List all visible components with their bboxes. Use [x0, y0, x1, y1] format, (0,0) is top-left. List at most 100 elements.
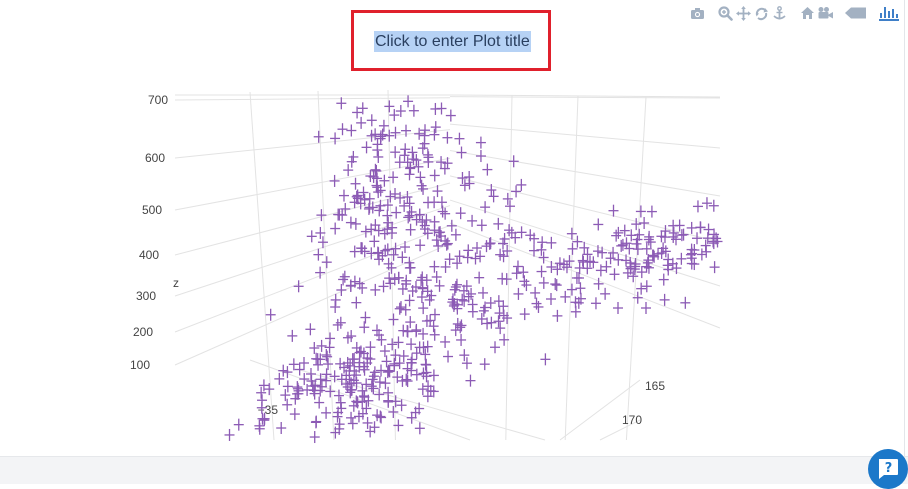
scatter-point — [472, 242, 483, 255]
scatter-point — [440, 335, 451, 348]
scatter-point — [280, 389, 291, 402]
plotly-logo-icon[interactable] — [878, 4, 900, 22]
scatter-point — [493, 217, 504, 230]
scatter-point — [373, 186, 384, 199]
scatter-point — [366, 114, 377, 127]
scatter-point — [352, 106, 363, 119]
hover-data-icon[interactable] — [844, 4, 868, 22]
scatter-point — [316, 209, 327, 222]
scatter-point — [379, 345, 390, 358]
scatter-point — [540, 353, 551, 366]
scatter-point — [410, 281, 421, 294]
scatter-point — [406, 411, 417, 424]
y-tick-label: 170 — [622, 413, 642, 427]
scatter-point — [660, 245, 671, 258]
scatter-point — [430, 121, 441, 134]
z-tick-label: 100 — [130, 358, 150, 372]
scatter-point — [294, 363, 305, 376]
orbit-rotation-icon[interactable] — [752, 4, 770, 22]
scatter-point — [355, 345, 366, 358]
scatter-point — [337, 123, 348, 136]
scatter-point — [567, 242, 578, 255]
grid-line — [317, 90, 335, 441]
home-icon[interactable] — [798, 4, 816, 22]
scatter-point — [382, 199, 393, 212]
scatter-point — [504, 200, 515, 213]
scatter-point — [459, 349, 470, 362]
scatter-point — [323, 358, 334, 371]
scatter-point — [383, 216, 394, 229]
scatter-point — [619, 224, 630, 237]
scatter-point — [436, 156, 447, 169]
scatter-point — [566, 283, 577, 296]
scatter-point — [452, 257, 463, 270]
scatter-point — [224, 428, 235, 441]
scatter-point — [429, 308, 440, 321]
scatter-point — [336, 97, 347, 110]
scatter-point — [365, 170, 376, 183]
scatter-point — [461, 280, 472, 293]
scatter-point — [572, 235, 583, 248]
scatter-point — [389, 359, 400, 372]
grid-line — [449, 96, 721, 99]
scatter-point — [309, 341, 320, 354]
scatter-point — [330, 132, 341, 145]
scatter-point — [393, 419, 404, 432]
help-chat-button[interactable]: ? — [868, 449, 908, 489]
scatter-point — [419, 219, 430, 232]
scatter-point — [692, 232, 703, 245]
scatter-point — [421, 370, 432, 383]
scatter-point — [382, 243, 393, 256]
scatter-point — [639, 216, 650, 229]
scatter-point — [552, 309, 563, 322]
scatter-point — [701, 245, 712, 258]
camera-icon[interactable] — [688, 4, 706, 22]
scatter-point — [369, 421, 380, 434]
scatter-point — [309, 431, 320, 444]
scatter-point — [692, 200, 703, 213]
scatter-point — [641, 242, 652, 255]
scatter-point — [404, 261, 415, 274]
scatter-point — [299, 373, 310, 386]
scatter-point — [351, 377, 362, 390]
grid-line — [174, 157, 451, 211]
scatter-point — [536, 265, 547, 278]
scatter-point — [349, 245, 360, 258]
grid-line — [174, 129, 451, 159]
scatter-point — [292, 381, 303, 394]
turntable-rotation-icon[interactable] — [770, 4, 788, 22]
scatter-point — [398, 350, 409, 363]
scatter-point — [310, 416, 321, 429]
scatter-point — [521, 279, 532, 292]
grid-line — [174, 224, 451, 333]
scatter-point — [282, 366, 293, 379]
scatter-point — [351, 296, 362, 309]
scatter-point — [648, 249, 659, 262]
scatter-point — [480, 301, 491, 314]
pan-icon[interactable] — [734, 4, 752, 22]
grid-line — [449, 175, 721, 243]
scatter-point — [361, 141, 372, 154]
z-tick-label: 300 — [136, 289, 156, 303]
zoom-icon[interactable] — [716, 4, 734, 22]
scatter-point — [575, 282, 586, 295]
scatter-point — [538, 251, 549, 264]
scatter-point — [433, 239, 444, 252]
scatter-point — [366, 380, 377, 393]
scatter-point — [256, 386, 267, 399]
scatter-point — [348, 399, 359, 412]
plot-title[interactable]: Click to enter Plot title — [374, 31, 531, 52]
camera-view-icon[interactable] — [816, 4, 834, 22]
z-tick-label: 200 — [133, 325, 153, 339]
scatter-point — [457, 172, 468, 185]
scatter-point — [359, 193, 370, 206]
scatter-point — [658, 242, 669, 255]
scatter-point — [414, 402, 425, 415]
scatter-point — [659, 293, 670, 306]
scatter-point — [378, 280, 389, 293]
scatter-point — [383, 386, 394, 399]
scatter-point — [566, 227, 577, 240]
chart-3d-scatter[interactable]: 700 600 500 400 300 200 100 z −35 165 170 — [0, 0, 908, 456]
scatter-point — [385, 190, 396, 203]
scatter-point — [600, 287, 611, 300]
